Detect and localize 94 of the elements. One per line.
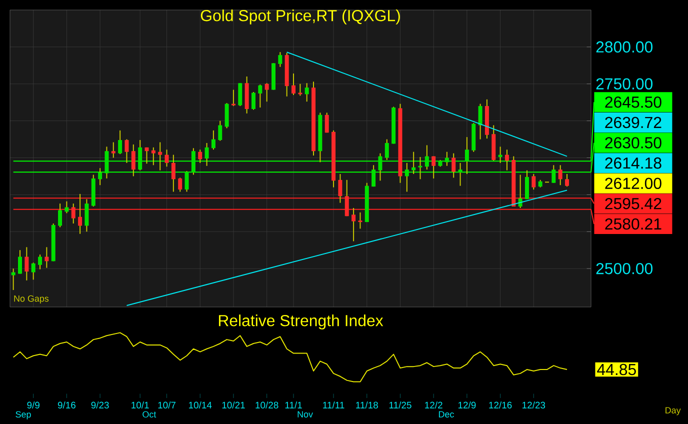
candlestick — [452, 152, 456, 178]
candlestick — [524, 170, 529, 200]
candlestick — [84, 198, 89, 232]
x-tick-label: 10/21 — [222, 402, 245, 408]
candlestick — [231, 89, 236, 107]
candlestick — [58, 203, 62, 228]
candlestick — [552, 164, 556, 184]
candlestick — [198, 149, 202, 164]
candlestick — [298, 83, 302, 96]
x-tick-label: 9/16 — [58, 402, 76, 408]
x-tick-label: 10/1 — [132, 402, 149, 408]
candlestick — [238, 82, 242, 107]
candlestick — [24, 246, 29, 281]
candlestick — [118, 130, 122, 155]
candlestick — [258, 84, 262, 108]
candlestick — [144, 146, 149, 164]
candlestick — [18, 250, 22, 274]
candlestick — [131, 144, 136, 177]
candlestick — [304, 82, 309, 102]
candlestick — [564, 174, 569, 188]
x-tick-label: 9/23 — [91, 402, 109, 408]
text: 44.85 — [597, 364, 636, 376]
candlestick — [164, 149, 169, 168]
candlestick — [191, 148, 196, 176]
candlestick — [278, 52, 282, 68]
ref-line-label: 2595.42 — [605, 198, 662, 210]
chart-title: Gold Spot Price,RT (IQXGL) — [200, 10, 400, 24]
text: Sep — [16, 411, 31, 420]
text: 2614.18 — [605, 157, 662, 169]
candlestick — [404, 162, 409, 192]
candlestick — [158, 142, 162, 171]
y-tick-label: 2500.00 — [596, 262, 653, 274]
candlestick — [384, 138, 389, 160]
candlestick — [418, 156, 422, 180]
candlestick — [138, 140, 142, 171]
candlestick — [251, 92, 256, 110]
ref-line-label: 2630.50 — [605, 137, 662, 148]
x-tick-label: 12/23 — [522, 402, 546, 408]
x-tick-label: 11/18 — [356, 402, 378, 408]
candlestick — [378, 152, 382, 182]
y-tick-label: 2750.00 — [596, 78, 653, 90]
candlestick — [412, 151, 416, 175]
candlestick — [64, 200, 69, 214]
candlestick — [504, 149, 509, 171]
text: Nov — [298, 411, 313, 418]
annotation: No Gaps — [14, 295, 49, 304]
candlestick — [558, 164, 562, 186]
text: 2612.00 — [605, 178, 662, 190]
candlestick — [98, 168, 102, 186]
x-tick-label: 10/14 — [188, 402, 212, 408]
candlestick — [178, 177, 182, 192]
candlestick — [264, 82, 269, 102]
ref-line-label: 2645.50 — [605, 96, 662, 108]
text: 2639.72 — [605, 116, 662, 128]
candlestick — [218, 120, 222, 142]
text: Day — [666, 407, 681, 416]
candlestick — [458, 162, 462, 186]
x-tick-label: 10/7 — [158, 402, 176, 408]
candlestick — [31, 262, 36, 280]
candlestick — [204, 142, 209, 166]
candlestick — [211, 130, 216, 150]
candlestick — [424, 144, 429, 170]
x-tick-label: 12/16 — [489, 402, 512, 408]
text: Oct — [142, 411, 156, 418]
y-tick-label: 2800.00 — [596, 41, 653, 53]
candlestick — [532, 174, 536, 190]
candlestick — [324, 112, 329, 134]
candlestick — [38, 254, 42, 270]
candlestick — [478, 103, 482, 140]
legend-label: 2580.21 — [605, 218, 662, 230]
x-tick-label: 12/9 — [458, 402, 476, 408]
x-tick-label: 12/2 — [425, 402, 442, 408]
chart-title: Relative Strength Index — [218, 314, 384, 330]
candlestick — [444, 151, 449, 166]
candlestick — [498, 146, 502, 164]
x-tick-label: 11/11 — [323, 402, 344, 408]
candlestick — [171, 154, 176, 192]
candlestick — [151, 146, 156, 166]
text: Dec — [438, 411, 454, 418]
x-tick-label: 11/25 — [389, 402, 412, 408]
candlestick — [464, 136, 469, 175]
candlestick — [111, 142, 116, 158]
candlestick — [358, 212, 362, 230]
candlestick — [184, 170, 189, 192]
candlestick — [432, 156, 436, 179]
candlestick — [44, 246, 49, 268]
candlestick — [104, 146, 109, 179]
x-tick-label: 11/1 — [285, 402, 302, 408]
candlestick — [124, 138, 129, 164]
x-tick-label: 9/9 — [27, 402, 40, 408]
candlestick — [372, 164, 376, 188]
x-tick-label: 10/28 — [256, 402, 278, 408]
candlestick — [224, 102, 229, 129]
candlestick — [292, 73, 296, 96]
